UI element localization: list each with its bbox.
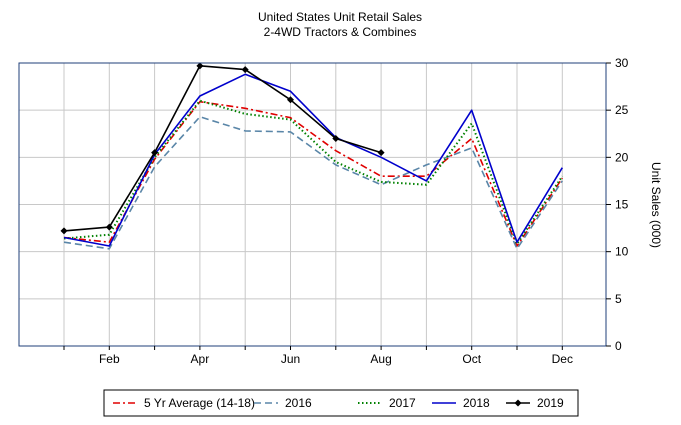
y-tick-label: 25	[615, 103, 629, 117]
data-point-marker	[105, 223, 113, 231]
series-line-2018	[63, 73, 563, 247]
x-tick-label: Apr	[191, 352, 210, 366]
y-tick-label: 30	[615, 56, 629, 70]
x-tick-label: Aug	[370, 352, 391, 366]
legend-label: 2017	[389, 396, 416, 410]
data-point-marker	[332, 134, 340, 142]
x-tick-label: Oct	[462, 352, 481, 366]
y-axis-title: Unit Sales (000)	[649, 162, 663, 248]
y-tick-label: 0	[615, 339, 622, 353]
data-point-marker	[287, 96, 294, 104]
legend-marker	[514, 399, 522, 407]
legend-label: 2019	[537, 396, 564, 410]
x-tick-label: Dec	[552, 352, 573, 366]
legend-label: 2018	[463, 396, 490, 410]
legend: 5 Yr Average (14-18) 2016 2017 2018 2019	[103, 389, 579, 417]
y-tick-label: 10	[615, 245, 629, 259]
grid	[19, 62, 606, 347]
series-line-2016	[63, 116, 563, 250]
series-line-2019	[63, 65, 382, 232]
x-tick-label: Jun	[281, 352, 300, 366]
series-layer	[60, 62, 564, 250]
data-point-marker	[196, 62, 204, 70]
axes: 0 5 10 15 20 25 30 Feb Apr Jun Aug Oct Dec	[63, 56, 629, 366]
data-point-marker	[377, 149, 385, 157]
data-point-marker	[241, 66, 249, 74]
data-point-marker	[60, 227, 68, 235]
chart-subtitle: 2-4WD Tractors & Combines	[264, 25, 417, 39]
y-tick-label: 5	[615, 292, 622, 306]
x-tick-label: Feb	[99, 352, 120, 366]
legend-label: 5 Yr Average (14-18)	[144, 396, 255, 410]
data-point-marker	[151, 149, 159, 157]
series-line-5-yr-average-14-18-	[63, 100, 563, 247]
chart-title: United States Unit Retail Sales	[258, 10, 422, 24]
y-tick-label: 20	[615, 150, 629, 164]
legend-box	[103, 389, 579, 417]
legend-label: 2016	[285, 396, 312, 410]
y-tick-label: 15	[615, 198, 629, 212]
